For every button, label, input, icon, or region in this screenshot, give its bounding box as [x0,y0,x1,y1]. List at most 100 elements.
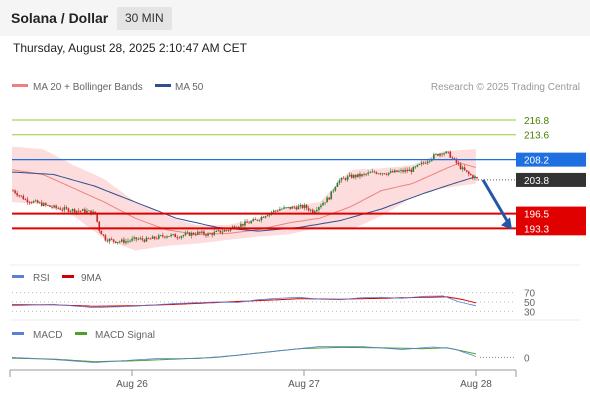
candle [305,204,308,209]
candle [196,231,199,235]
candle [157,235,160,239]
candle [229,228,232,231]
candle [274,210,277,212]
candle [404,169,406,172]
current-price-box [516,172,586,187]
candle [55,205,57,208]
candle [336,183,339,187]
candle [422,162,425,164]
candle [369,172,372,174]
candle [139,238,142,240]
candle [86,210,88,213]
rsi-tick-0: 70 [524,289,536,300]
ma50-legend-label: MA 50 [175,82,204,93]
macd-line [11,346,477,363]
price-panel [11,146,478,251]
support-label-box [516,206,586,236]
candle [385,174,388,175]
candle [223,230,226,232]
candle [375,172,378,174]
candle [476,176,478,179]
candle [12,190,14,192]
candle [391,171,394,173]
candle [201,231,203,233]
candle [441,153,443,155]
candle [71,209,74,212]
candle [188,232,191,236]
candle [96,213,99,222]
candle [277,210,279,212]
timeframe-badge[interactable]: 30 MIN [117,7,172,30]
candle [396,170,398,172]
candle [112,239,115,242]
candle [190,232,193,236]
candle [428,160,431,162]
candle [176,237,179,238]
candle [260,216,263,221]
levels-layer: 216.8 213.6 208.2 196.5 193.3 203.8 [12,116,586,236]
candle [53,205,55,208]
candle [279,209,281,211]
candle [451,157,454,159]
candle [147,237,150,239]
rsi-line [11,295,476,309]
candle [28,202,31,203]
pivot-label: 208.2 [524,156,549,167]
rsi-tick-2: 30 [524,307,536,318]
pivot-label-box [516,152,586,167]
x-tick-label-0: Aug 26 [116,379,148,390]
candle [400,170,402,172]
candle [73,209,76,213]
macd-signal-legend-swatch [75,332,87,335]
candle [381,173,384,175]
candle [406,169,408,172]
candle [355,175,357,178]
candle [160,235,162,237]
candle [250,221,252,224]
candle [352,175,355,178]
candle [211,233,213,235]
candle [125,241,127,243]
resistance-label-1: 213.6 [524,131,549,142]
candle [365,173,367,175]
candle [51,206,53,208]
candle [47,205,49,206]
candle [34,200,37,202]
support-label-1: 193.3 [524,224,549,235]
candle [256,219,259,221]
copyright-text: Research © 2025 Trading Central [431,82,580,93]
candle [394,170,396,173]
candle [463,167,466,171]
candle [326,197,328,203]
candle [143,239,146,242]
candle [272,210,275,213]
bollinger-band [12,146,476,251]
candle [215,230,218,232]
candle [149,238,152,240]
candle [461,167,464,170]
candle [367,172,369,174]
candle [457,162,460,165]
candle [219,230,222,233]
candle [16,193,18,196]
candle [307,208,310,211]
candle [437,153,439,156]
candle [297,206,300,210]
candle [131,238,133,241]
candle [408,169,411,172]
candle [203,231,205,235]
candle [26,199,29,203]
candle [240,223,242,227]
candle [418,164,421,165]
candle [162,235,164,237]
rsi-tick-1: 50 [524,298,536,309]
candle [330,191,333,200]
candle [18,195,20,197]
candle [303,204,306,208]
ma50-line [11,171,477,232]
candle [151,236,154,239]
candle [209,233,211,235]
candle [242,223,244,226]
